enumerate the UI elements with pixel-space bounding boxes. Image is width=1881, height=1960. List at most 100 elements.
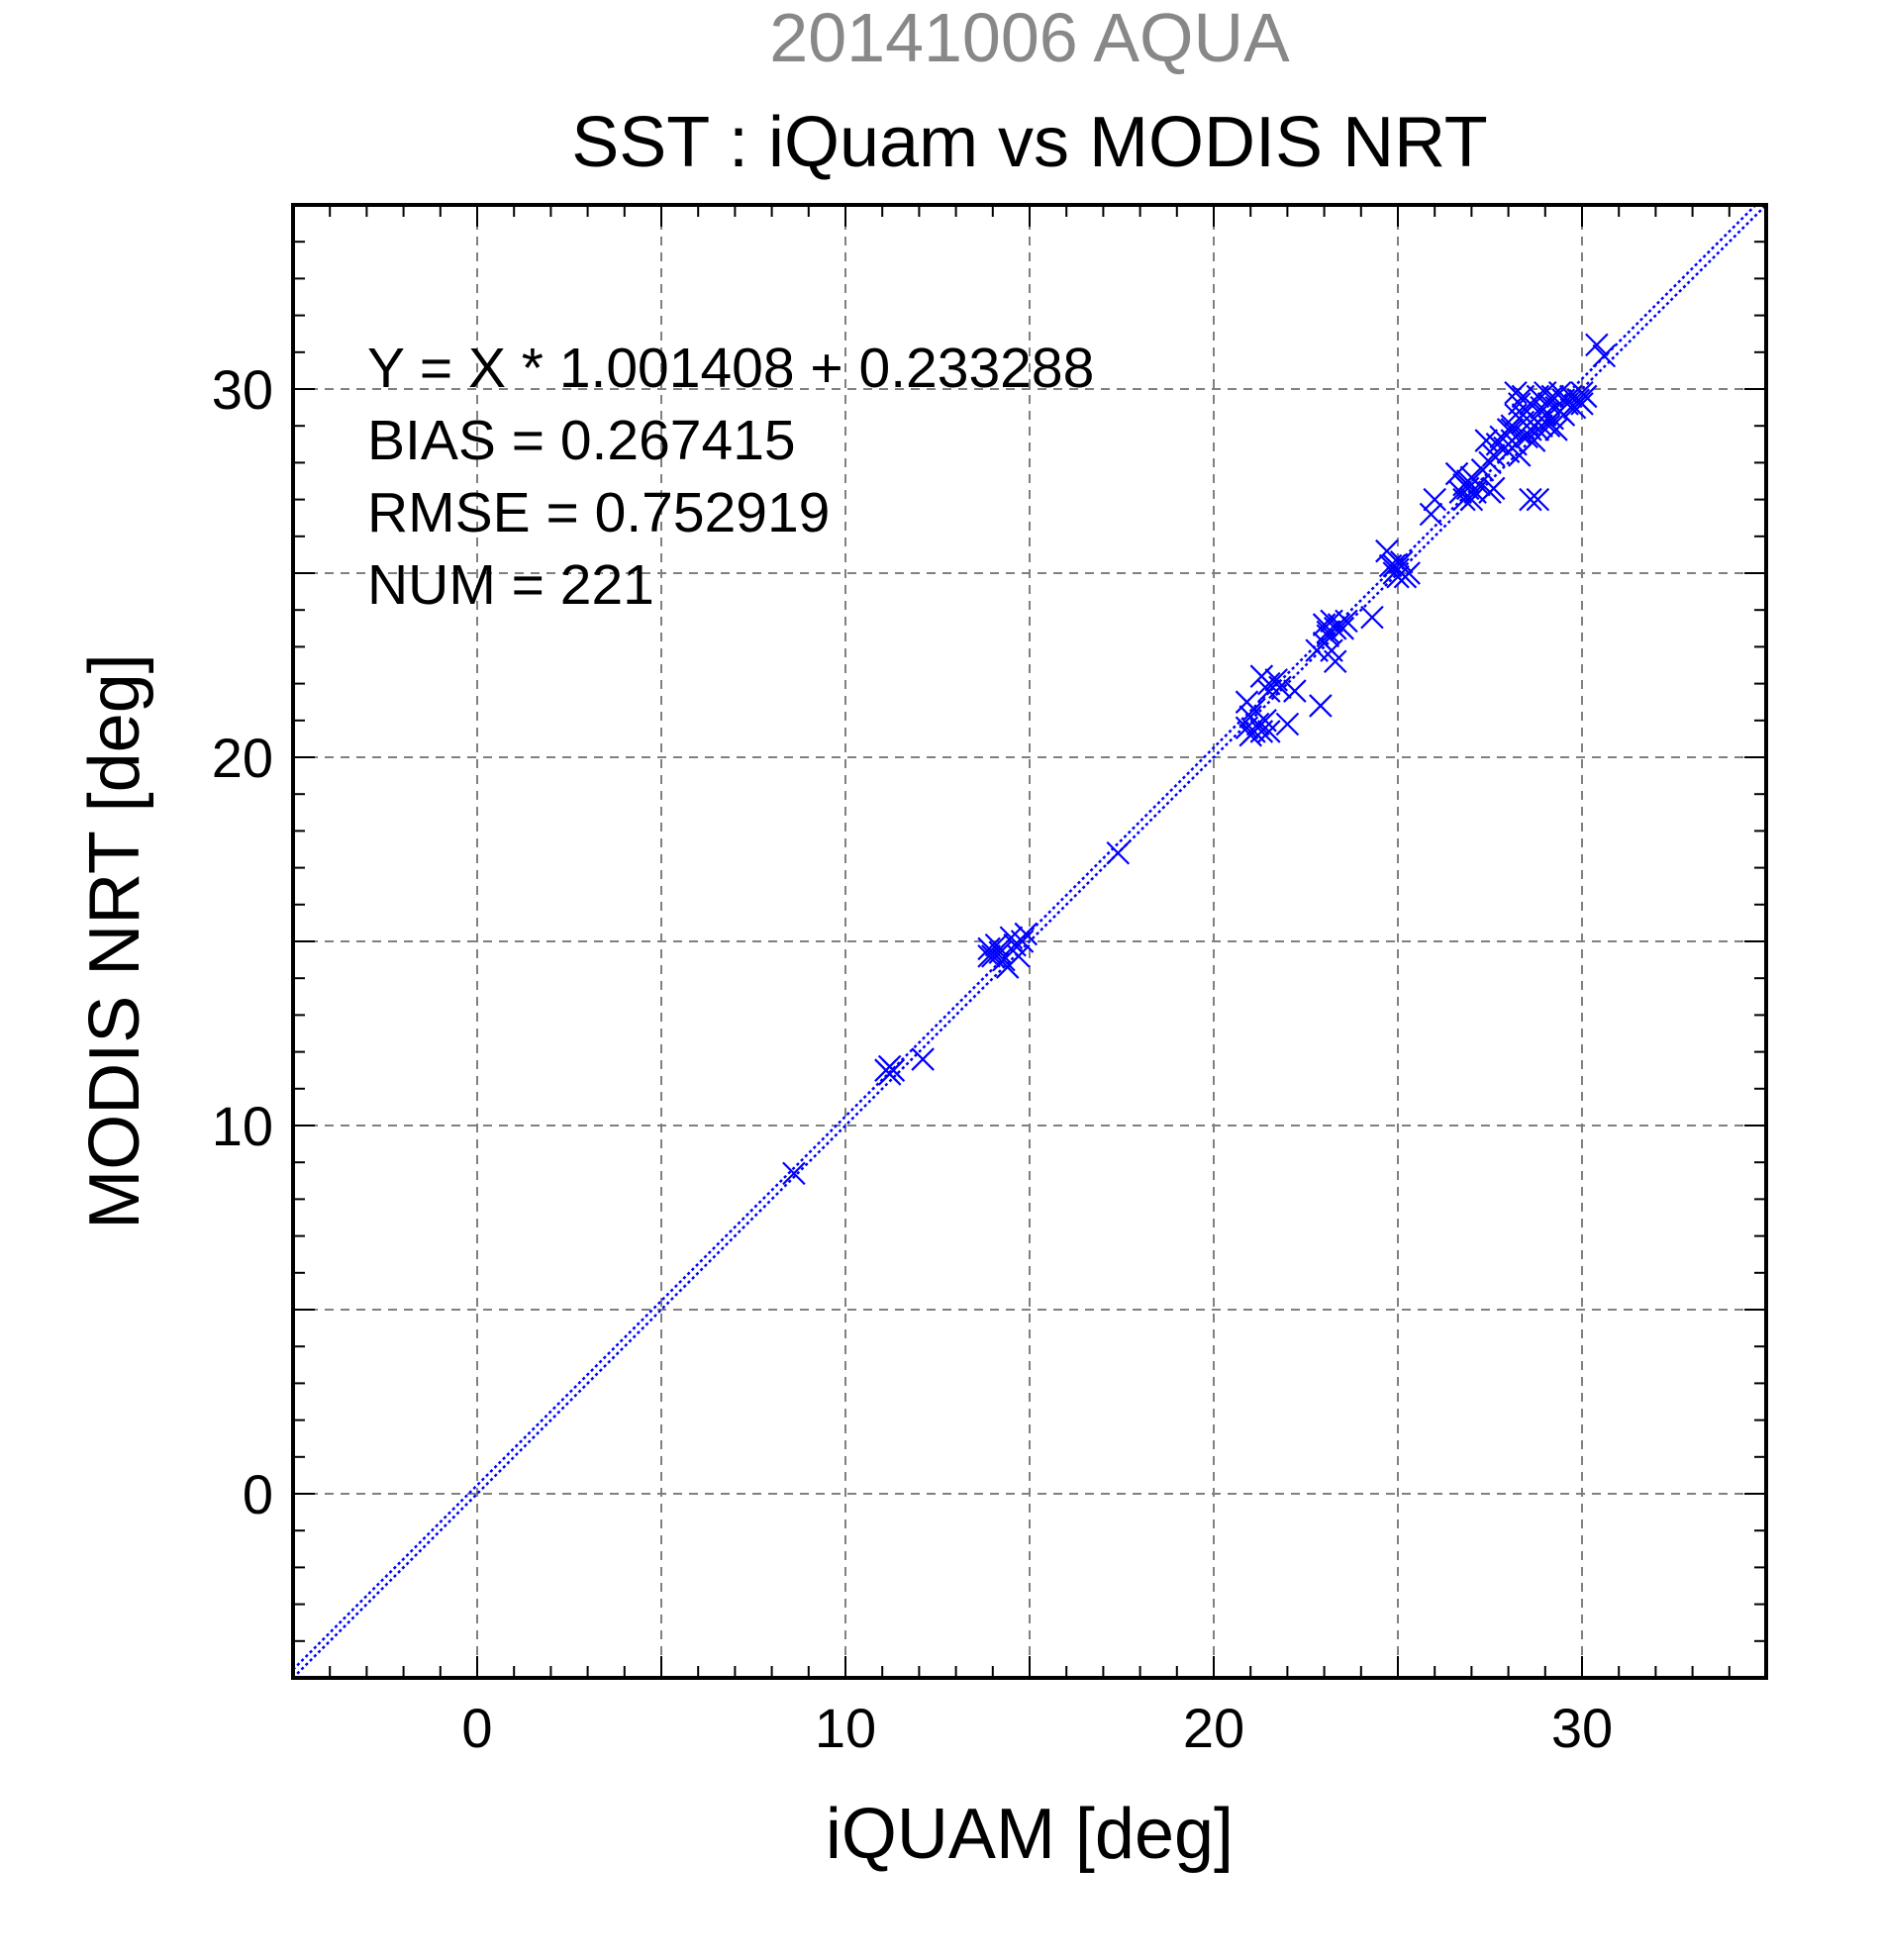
data-point	[1275, 712, 1300, 736]
data-point-stroke	[984, 932, 1009, 957]
data-point	[1238, 723, 1262, 747]
chart-title: SST : iQuam vs MODIS NRT	[571, 103, 1488, 182]
data-point-stroke	[1519, 487, 1542, 512]
data-point-stroke	[1007, 944, 1031, 968]
data-point	[1423, 487, 1446, 512]
data-point-stroke	[1389, 550, 1414, 574]
y-tick-label: 0	[243, 1463, 273, 1525]
data-point-stroke	[1540, 384, 1565, 409]
data-point-stroke	[1455, 469, 1480, 493]
data-point-stroke	[1459, 487, 1484, 512]
data-point	[911, 1047, 935, 1071]
data-point-stroke	[1544, 418, 1568, 441]
data-point	[1386, 557, 1410, 582]
data-point	[1389, 550, 1414, 574]
data-point	[1455, 469, 1480, 493]
data-point	[1316, 624, 1340, 648]
data-point	[1335, 609, 1358, 634]
x-axis-label: iQUAM [deg]	[826, 1795, 1234, 1874]
data-point-stroke	[977, 936, 1001, 961]
data-point-stroke	[1573, 384, 1598, 409]
data-point	[1375, 539, 1399, 563]
data-point	[1010, 930, 1035, 953]
data-point-stroke	[1423, 487, 1446, 512]
data-point-stroke	[1504, 380, 1528, 405]
data-point-stroke	[1375, 539, 1399, 563]
data-point-stroke	[1283, 679, 1307, 703]
y-tick-label: 10	[212, 1095, 273, 1157]
data-point	[1585, 333, 1609, 357]
data-point-stroke	[1570, 392, 1594, 416]
data-point-stroke	[1474, 429, 1499, 452]
data-point-stroke	[1106, 840, 1131, 865]
data-point-stroke	[977, 944, 1001, 968]
data-point	[1419, 502, 1443, 527]
data-point	[1570, 392, 1594, 416]
data-point-stroke	[1419, 502, 1443, 527]
y-tick-label: 30	[212, 358, 273, 421]
data-point	[1536, 414, 1561, 438]
data-point-stroke	[1585, 333, 1609, 357]
y-tick-labels: 0 10 20 30	[212, 358, 273, 1525]
data-point	[877, 1062, 902, 1086]
data-point-stroke	[1536, 414, 1561, 438]
data-point-stroke	[911, 1047, 935, 1071]
x-tick-labels: 0 10 20 30	[461, 1697, 1613, 1759]
data-point-stroke	[1452, 487, 1476, 512]
data-point	[1007, 944, 1031, 968]
data-point-stroke	[1360, 605, 1384, 630]
data-point-stroke	[1444, 461, 1469, 486]
data-point	[1504, 380, 1528, 405]
y-tick-label: 20	[212, 727, 273, 789]
data-point	[1331, 617, 1354, 640]
data-point-stroke	[1526, 487, 1550, 512]
data-point-stroke	[999, 926, 1024, 950]
data-point	[1245, 712, 1270, 736]
data-point	[992, 947, 1016, 972]
data-point	[1360, 605, 1384, 630]
data-point-stroke	[1309, 694, 1333, 718]
data-point	[984, 932, 1009, 957]
data-point	[1257, 720, 1281, 743]
annotation-line: Y = X * 1.001408 + 0.233288	[367, 337, 1094, 400]
data-point	[1309, 694, 1333, 718]
data-point	[1515, 425, 1538, 449]
chart-supertitle: 20141006 AQUA	[769, 0, 1290, 76]
data-point-stroke	[1323, 649, 1347, 674]
data-point-stroke	[1242, 697, 1266, 722]
data-point-stroke	[1275, 712, 1300, 736]
data-point-stroke	[1397, 561, 1421, 585]
data-point-stroke	[1515, 425, 1538, 449]
data-point	[1511, 403, 1535, 427]
data-point-stroke	[1257, 679, 1281, 703]
data-point	[1452, 487, 1476, 512]
plot-frame	[291, 203, 1768, 1680]
data-point	[1014, 922, 1039, 946]
data-point-stroke	[1481, 476, 1506, 501]
annotation-line: BIAS = 0.267415	[367, 409, 796, 472]
data-point	[1544, 418, 1568, 441]
data-point-stroke	[1238, 723, 1262, 747]
data-point	[1283, 679, 1307, 703]
annotation-line: NUM = 221	[367, 553, 654, 617]
data-point	[1444, 461, 1469, 486]
data-point-stroke	[1547, 380, 1572, 405]
x-tick-label: 30	[1551, 1697, 1613, 1759]
data-point	[1264, 668, 1289, 692]
data-point	[1519, 487, 1542, 512]
x-tick-label: 0	[461, 1697, 492, 1759]
data-point	[977, 944, 1001, 968]
annotation-line: RMSE = 0.752919	[367, 481, 830, 544]
data-point-stroke	[1320, 638, 1343, 662]
x-tick-label: 20	[1183, 1697, 1244, 1759]
data-point-stroke	[1335, 609, 1358, 634]
data-point-stroke	[1511, 403, 1535, 427]
data-point	[1242, 697, 1266, 722]
data-point-stroke	[1500, 418, 1525, 441]
data-point-stroke	[1010, 930, 1035, 953]
data-point-stroke	[1316, 624, 1340, 648]
data-points	[782, 333, 1617, 1186]
data-point-stroke	[1014, 922, 1039, 946]
x-tick-label: 10	[815, 1697, 876, 1759]
